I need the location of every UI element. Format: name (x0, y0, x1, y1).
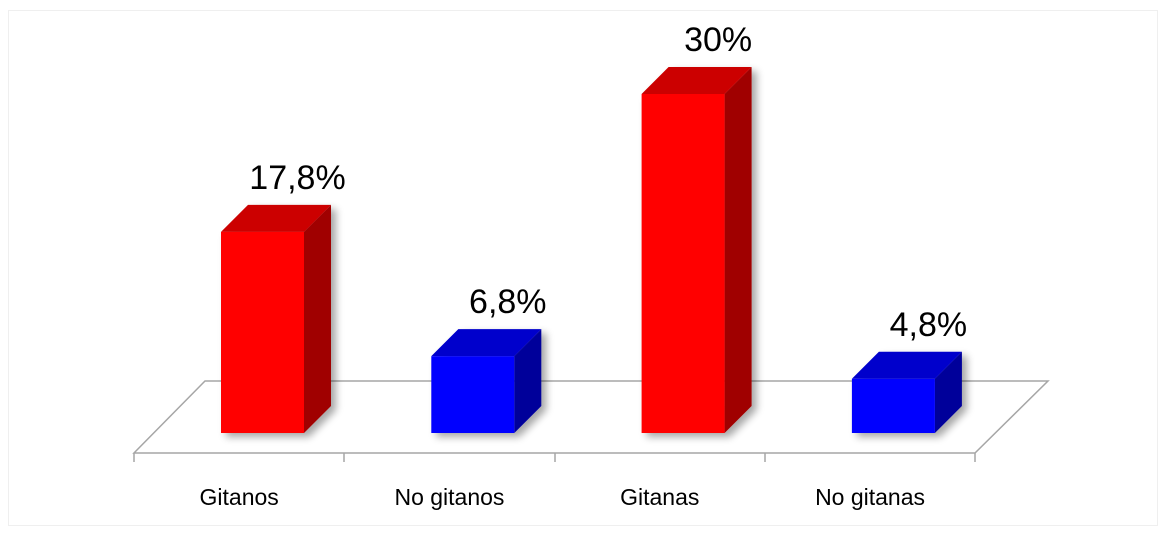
category-label: No gitanos (394, 484, 504, 510)
bar-value-label: 30% (684, 21, 752, 59)
category-label: Gitanas (620, 484, 699, 510)
bar-side-face (304, 204, 331, 433)
x-axis (133, 453, 976, 462)
bar-front-face (641, 94, 725, 433)
bar-value-label: 4,8% (890, 306, 968, 344)
bar-top-face (221, 204, 331, 232)
bar-front-face (431, 356, 515, 433)
bar (851, 351, 962, 433)
bar (221, 204, 331, 433)
bars-layer (221, 67, 962, 433)
bar (431, 329, 542, 433)
bar-value-label: 17,8% (249, 159, 345, 197)
bar-value-label: 6,8% (469, 283, 547, 321)
bar-front-face (221, 231, 304, 433)
bar-front-face (851, 378, 935, 433)
labels-layer: 17,8% Gitanos 6,8% No gitanos 30% Gitanas 4,8%… (200, 21, 968, 510)
bar-side-face (934, 351, 962, 433)
bar-side-face (724, 67, 752, 433)
bar-top-face (641, 67, 752, 94)
bar (641, 67, 752, 433)
bar-top-face (431, 329, 542, 357)
category-label: Gitanos (200, 484, 279, 510)
bar-top-face (851, 351, 962, 379)
bar-side-face (514, 329, 542, 433)
category-label: No gitanas (815, 484, 925, 510)
